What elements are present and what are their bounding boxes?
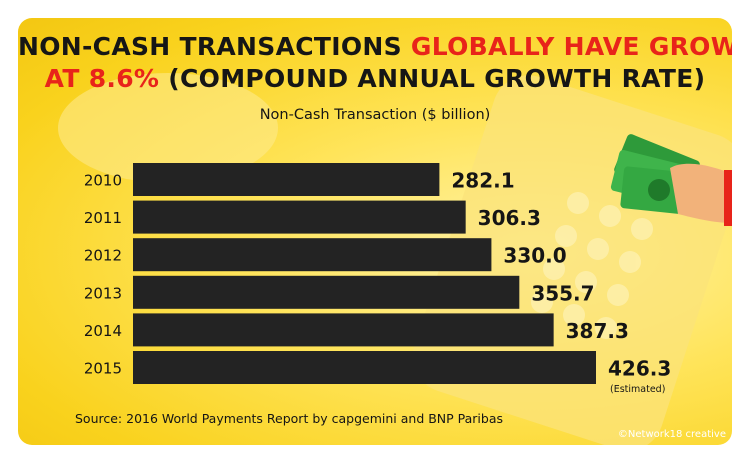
value-label-2014: 387.3 <box>566 319 629 343</box>
category-label-2013: 2013 <box>84 284 122 302</box>
bar-2015 <box>133 351 596 384</box>
bar-2010 <box>133 163 440 196</box>
category-label-2015: 2015 <box>84 360 122 378</box>
category-label-2011: 2011 <box>84 209 122 227</box>
value-label-2015: 426.3 <box>608 357 671 381</box>
category-label-2012: 2012 <box>84 247 122 265</box>
title-line-2: AT 8.6% (COMPOUND ANNUAL GROWTH RATE) <box>18 64 732 93</box>
category-label-2014: 2014 <box>84 322 122 340</box>
category-label-2010: 2010 <box>84 172 122 190</box>
title-line-1: NON-CASH TRANSACTIONS GLOBALLY HAVE GROW… <box>18 32 732 61</box>
bar-2013 <box>133 275 520 309</box>
credit-text: ©Network18 creative <box>617 429 726 440</box>
bar-chart: 2010 282.1 2011 306.3 2012 330.0 2013 355.7 2014… <box>84 163 671 395</box>
value-label-2011: 306.3 <box>478 206 541 230</box>
money-hand-icon <box>610 134 732 226</box>
title-prefix: NON-CASH TRANSACTIONS <box>18 32 411 61</box>
background-illustration <box>58 73 732 445</box>
bar-2014 <box>133 313 554 347</box>
annotation-2015: (Estimated) <box>610 384 665 395</box>
value-label-2012: 330.0 <box>503 244 566 268</box>
title-suffix: (COMPOUND ANNUAL GROWTH RATE) <box>159 64 706 93</box>
chart-title: Non-Cash Transaction ($ billion) <box>259 107 491 123</box>
title-highlight-1: GLOBALLY HAVE GROWN <box>410 32 732 61</box>
keypad-icon <box>531 192 653 339</box>
value-label-2013: 355.7 <box>531 281 594 305</box>
infographic-card: NON-CASH TRANSACTIONS GLOBALLY HAVE GROW… <box>18 18 732 445</box>
title-highlight-2: AT 8.6% <box>44 64 160 93</box>
bar-2011 <box>133 200 466 234</box>
source-note: Source: 2016 World Payments Report by ca… <box>75 411 504 426</box>
coin-shape <box>58 73 278 183</box>
value-label-2010: 282.1 <box>451 169 514 193</box>
bar-2012 <box>133 238 492 272</box>
